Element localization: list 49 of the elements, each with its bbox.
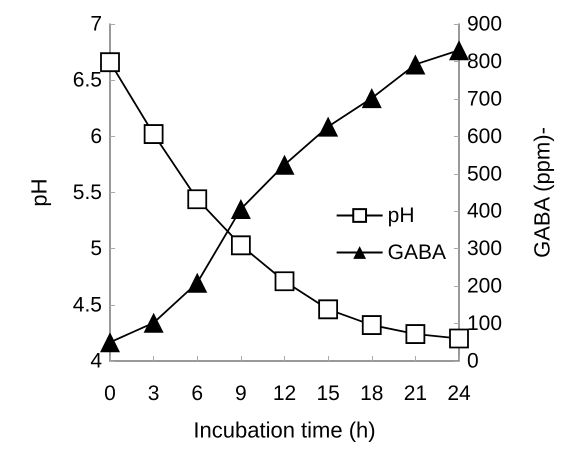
x-tick-label: 12 <box>272 382 296 405</box>
point <box>274 271 294 292</box>
y-tick-label: 4 <box>90 350 102 372</box>
y-tick-label: 6.5 <box>72 68 102 92</box>
y2-tick-label: 200 <box>467 274 502 298</box>
y2-tick-label: 300 <box>467 237 502 260</box>
y2-tick-label: 0 <box>467 350 479 372</box>
point <box>318 299 338 320</box>
point <box>274 154 294 175</box>
y-axis-title: pH <box>26 178 52 207</box>
legend-label: GABA <box>388 241 446 264</box>
y2-axis-title: GABA (ppm)- <box>530 127 554 258</box>
x-tick-label: 21 <box>404 382 428 405</box>
point <box>187 272 208 293</box>
y2-tick-label: 600 <box>467 124 502 148</box>
point <box>318 116 338 137</box>
point <box>187 189 208 210</box>
y-tick-label: 5 <box>90 237 102 260</box>
y2-tick-label: 400 <box>467 200 502 223</box>
x-axis-title: Incubation time (h) <box>193 418 376 442</box>
point <box>100 332 120 352</box>
point <box>405 324 426 344</box>
x-tick-label: 6 <box>191 382 204 405</box>
y-tick-label: 6 <box>90 124 102 148</box>
legend-label: pH <box>388 204 415 227</box>
point <box>449 40 469 60</box>
point <box>100 52 120 72</box>
point <box>230 235 251 256</box>
point <box>144 124 164 144</box>
y-tick-label: 5.5 <box>72 181 102 204</box>
y2-tick-label: 700 <box>467 87 502 110</box>
x-tick-label: 15 <box>316 382 340 405</box>
point <box>449 328 469 348</box>
y2-tick-label: 500 <box>467 162 502 186</box>
y-tick-label: 4.5 <box>72 293 102 316</box>
y2-tick-label: 900 <box>467 12 502 36</box>
x-tick-label: 18 <box>360 382 384 405</box>
x-tick-label: 3 <box>148 382 160 405</box>
x-tick-label: 0 <box>104 382 116 405</box>
point <box>362 88 382 108</box>
point <box>144 312 164 333</box>
y-tick-label: 7 <box>90 12 102 36</box>
point <box>362 315 382 335</box>
y2-tick-label: 800 <box>467 50 502 73</box>
x-tick-label: 24 <box>447 382 471 405</box>
point <box>230 198 251 219</box>
y2-tick-label: 100 <box>467 312 502 336</box>
x-tick-label: 9 <box>235 382 247 405</box>
point <box>405 54 426 74</box>
